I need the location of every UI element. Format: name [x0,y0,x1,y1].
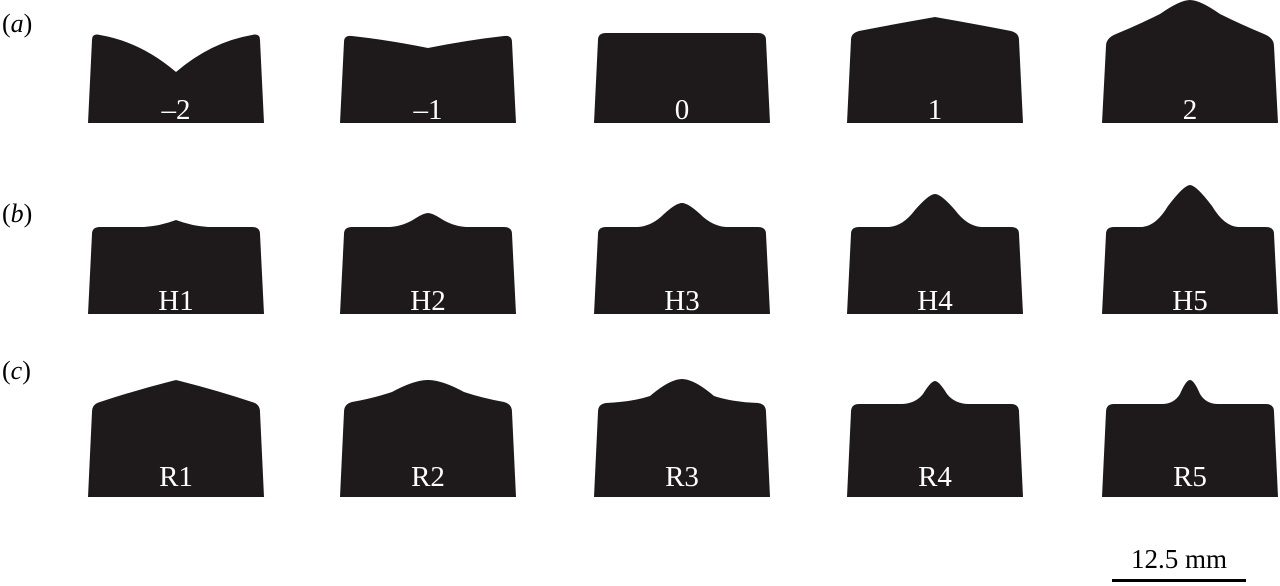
shape-label-b3: H3 [664,285,700,317]
shape-label-c5: R5 [1173,461,1207,493]
shape-a3: 0 [592,0,772,130]
row-label-a: (a) [2,9,33,38]
shape-a4: 1 [845,0,1025,130]
shape-label-a4: 1 [927,94,943,126]
shape-b2-silhouette [340,213,516,314]
shape-label-a5: 2 [1182,94,1198,126]
shape-c1: R1 [86,370,266,500]
row-label-b: (b) [2,199,33,228]
shape-label-b1: H1 [158,285,194,317]
shape-c5: R5 [1100,370,1280,500]
shape-c2: R2 [338,370,518,500]
shape-label-c2: R2 [411,461,445,493]
shape-b2: H2 [338,180,518,320]
shape-c4-silhouette [847,381,1023,497]
shape-label-b2: H2 [410,285,446,317]
shape-b3-silhouette [594,203,770,314]
shape-label-a3: 0 [674,94,690,126]
shape-b1: H1 [86,180,266,320]
shape-a3-silhouette [594,33,770,123]
shape-a1: –2 [86,0,266,130]
shape-label-c1: R1 [159,461,193,493]
shape-b5-silhouette [1102,185,1278,314]
shape-c2-silhouette [340,380,516,497]
shape-label-a2: –1 [413,94,443,126]
shape-c5-silhouette [1102,380,1278,497]
shape-label-a1: –2 [161,94,191,126]
shape-a2: –1 [338,0,518,130]
scale-bar: 12.5 mm [1112,546,1246,582]
shape-b1-silhouette [88,220,264,314]
shape-b4-silhouette [847,194,1023,314]
shape-b4: H4 [845,180,1025,320]
shape-a1-silhouette [88,34,264,123]
shape-c4: R4 [845,370,1025,500]
scale-bar-line [1112,579,1246,582]
row-label-c: (c) [2,356,31,385]
shape-b3: H3 [592,180,772,320]
shape-a5-silhouette [1102,0,1278,123]
shape-label-b5: H5 [1172,285,1208,317]
shape-a2-silhouette [340,35,516,123]
shape-c3-silhouette [594,379,770,497]
shape-a4-silhouette [847,17,1023,123]
shape-c3: R3 [592,370,772,500]
shape-b5: H5 [1100,180,1280,320]
shape-a5: 2 [1100,0,1280,130]
shape-label-c3: R3 [665,461,699,493]
shape-label-b4: H4 [917,285,953,317]
shape-label-c4: R4 [918,461,952,493]
scale-bar-label: 12.5 mm [1130,544,1227,574]
shape-c1-silhouette [88,380,264,497]
